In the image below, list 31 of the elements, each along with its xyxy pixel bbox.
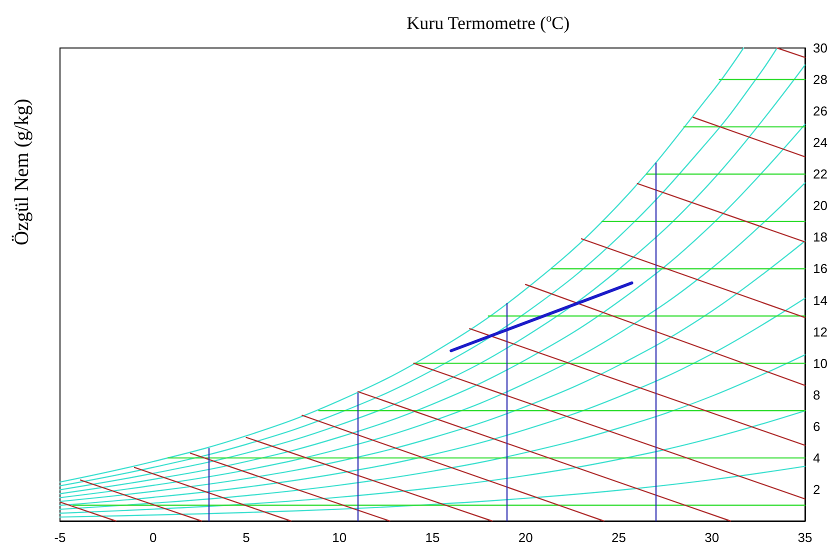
x-tick-label: 25	[612, 530, 626, 545]
x-tick-label: 20	[518, 530, 533, 545]
y-tick-label: 4	[813, 450, 820, 466]
y-tick-label: 8	[813, 387, 820, 402]
y-tick-label: 14	[813, 292, 828, 308]
y-tick-label: 18	[813, 230, 828, 245]
line-series	[59, 298, 806, 506]
y-tick-label: 22	[813, 166, 828, 182]
y-tick-label: 6	[813, 418, 820, 434]
y-tick-label: 30	[813, 40, 828, 56]
y-tick-label: 20	[813, 198, 828, 214]
line-series	[59, 240, 806, 502]
y-tick-label: 12	[813, 324, 828, 340]
line-series	[59, 182, 806, 498]
line-series	[59, 466, 806, 518]
y-tick-label: 26	[813, 104, 828, 119]
y-tick-label: 10	[813, 356, 828, 371]
y-tick-label: 24	[813, 135, 828, 150]
x-tick-label: -5	[54, 530, 66, 545]
y-tick-label: 2	[813, 482, 820, 497]
x-tick-label: 5	[242, 530, 250, 545]
x-tick-label: 15	[425, 530, 440, 545]
x-tick-label: 30	[704, 530, 720, 545]
y-axis-title: Özgül Nem (g/kg)	[11, 98, 33, 246]
line-series	[59, 410, 806, 514]
line-series	[59, 354, 806, 510]
x-tick-label: 10	[332, 530, 347, 545]
x-tick-label: 35	[798, 530, 812, 545]
x-tick-label: 0	[150, 530, 157, 545]
y-tick-label: 28	[813, 72, 828, 88]
y-tick-label: 16	[813, 261, 828, 276]
